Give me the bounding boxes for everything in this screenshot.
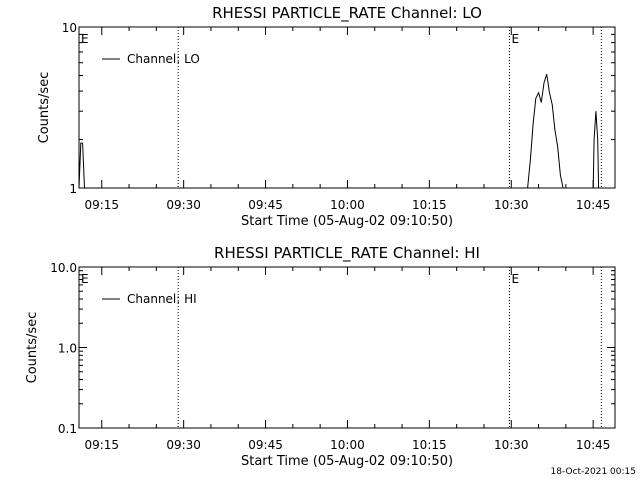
x-tick-label: 09:30 xyxy=(166,438,201,452)
x-tick-label: 10:30 xyxy=(494,438,529,452)
y-axis-label: Counts/sec xyxy=(25,312,40,384)
x-tick-label: 09:15 xyxy=(84,438,119,452)
y-tick-label: 0.1 xyxy=(58,422,77,436)
footer-timestamp: 18-Oct-2021 00:15 xyxy=(551,467,636,477)
panel-lo: RHESSI PARTICLE_RATE Channel: LO E E 09:15 0… xyxy=(37,4,616,229)
x-tick-label: 09:45 xyxy=(248,438,283,452)
y-axis-label: Counts/sec xyxy=(37,72,52,144)
y-tick-label: 10.0 xyxy=(50,261,77,275)
chart-title: RHESSI PARTICLE_RATE Channel: LO xyxy=(212,4,482,23)
event-mark: E xyxy=(81,272,89,286)
y-tick-label: 1.0 xyxy=(58,342,77,356)
y-tick-label: 10 xyxy=(62,21,77,35)
x-tick-label: 10:15 xyxy=(412,438,447,452)
legend-label: Channel: HI xyxy=(127,292,197,306)
x-tick-label: 10:00 xyxy=(330,198,365,212)
x-tick-label: 10:30 xyxy=(494,198,529,212)
x-tick-label: 10:45 xyxy=(576,438,611,452)
x-tick-label: 09:30 xyxy=(166,198,201,212)
event-mark: E xyxy=(81,32,89,46)
event-mark: E xyxy=(511,272,519,286)
chart-title: RHESSI PARTICLE_RATE Channel: HI xyxy=(214,244,480,263)
x-tick-label: 10:15 xyxy=(412,198,447,212)
x-axis-label: Start Time (05-Aug-02 09:10:50) xyxy=(241,454,453,469)
x-tick-label: 09:45 xyxy=(248,198,283,212)
x-tick-label: 09:15 xyxy=(84,198,119,212)
x-tick-label: 10:00 xyxy=(330,438,365,452)
panel-hi: RHESSI PARTICLE_RATE Channel: HI E E 09:15 0… xyxy=(25,244,616,469)
x-axis-label: Start Time (05-Aug-02 09:10:50) xyxy=(241,214,453,229)
series-line xyxy=(78,73,600,189)
x-tick-label: 10:45 xyxy=(576,198,611,212)
y-tick-label: 1 xyxy=(69,182,77,196)
legend-label: Channel: LO xyxy=(127,52,200,66)
event-mark: E xyxy=(511,32,519,46)
